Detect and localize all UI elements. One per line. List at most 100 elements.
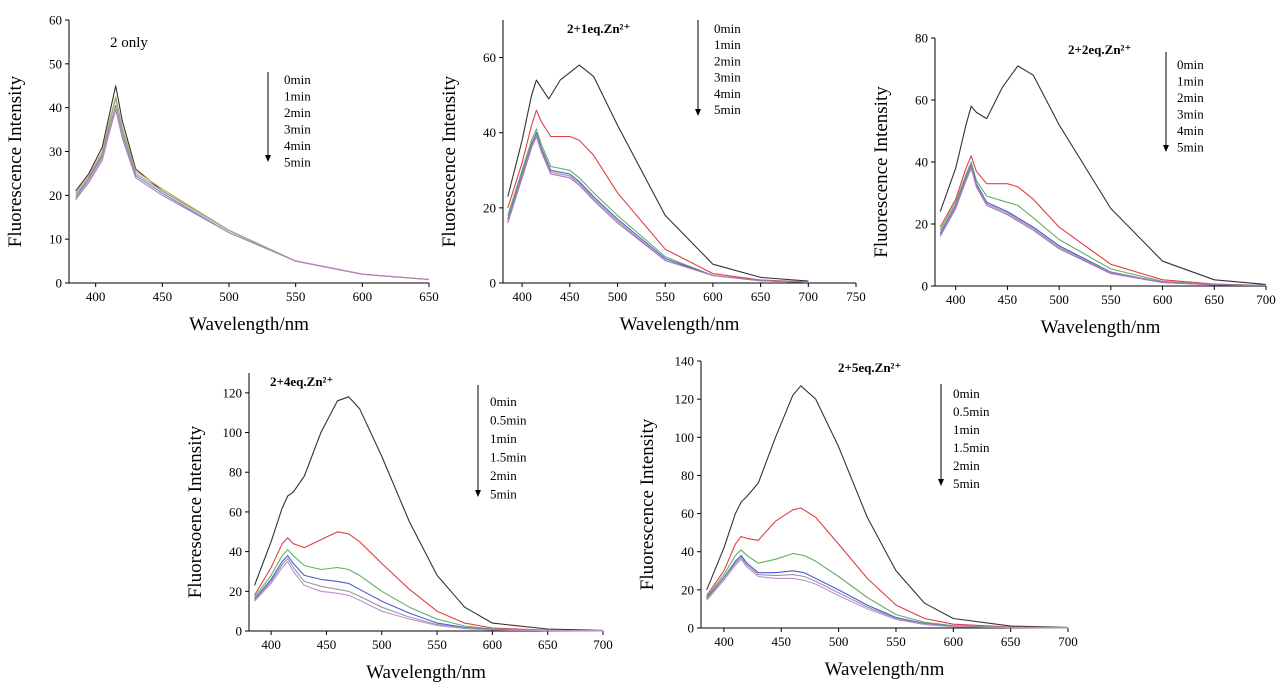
series-line-1 [706,385,1069,628]
legend-entry: 1min [714,37,741,52]
panel-annotation: 2+5eq.Zn²⁺ [838,360,901,375]
chart-panel-1: 400 450 500 550 600 650 0 10 20 30 40 50 60 Wavelengt… [5,13,439,336]
series-line-2 [75,96,430,281]
x-tick-label: 500 [829,634,849,649]
legend-arrow-head [695,109,701,116]
y-tick-label: 0 [236,624,243,639]
chart-panel-3: 400 450 500 550 600 650 700 0 20 40 60 80 Wavelength… [871,31,1276,339]
x-tick-label: 700 [1256,292,1276,307]
legend-entry: 1min [490,431,517,446]
y-axis-label: Fluorescence Intensity [637,418,658,590]
y-axis-label: Fluoresoence Intensity [185,425,206,598]
legend-entry: 3min [714,70,741,85]
series-line-5 [507,134,809,283]
y-tick-label: 60 [915,93,928,108]
legend-entry: 1.5min [953,440,990,455]
legend-entry: 0min [284,72,311,87]
x-tick-label: 750 [846,289,866,304]
series-line-6 [254,560,604,632]
x-tick-label: 600 [353,289,373,304]
y-tick-label: 0 [688,621,695,636]
panel-annotation: 2+2eq.Zn²⁺ [1068,42,1131,57]
chart-panel-2: 400 450 500 550 600 650 700 750 0 20 40 60 Wavelengt… [439,20,866,335]
legend-arrow-head [938,479,944,486]
y-tick-label: 20 [915,217,928,232]
series-line-4 [254,555,604,632]
legend-entry: 0min [714,21,741,36]
legend-entry: 1min [284,89,311,104]
x-tick-label: 700 [799,289,819,304]
y-tick-label: 60 [49,13,62,28]
x-tick-label: 600 [483,637,503,652]
chart-panel-4: 400 450 500 550 600 650 700 0 20 40 60 80 100 120 Wave… [185,373,613,683]
x-axis-label: Wavelength/nm [825,659,945,680]
x-tick-label: 650 [1001,634,1021,649]
x-tick-label: 650 [751,289,771,304]
x-tick-label: 600 [944,634,964,649]
y-tick-label: 40 [49,100,62,115]
y-tick-label: 100 [675,430,695,445]
x-tick-label: 500 [372,637,392,652]
x-tick-label: 650 [1205,292,1225,307]
x-tick-label: 650 [419,289,439,304]
series-line-3 [939,161,1267,286]
legend-entry: 5min [953,476,980,491]
legend-entry: 1min [1177,74,1204,89]
legend-entry: 5min [490,487,517,502]
series-line-2 [706,507,1069,629]
x-tick-label: 550 [655,289,675,304]
y-tick-label: 80 [229,465,242,480]
x-tick-label: 500 [1049,292,1069,307]
y-tick-label: 120 [223,385,243,400]
x-tick-label: 400 [86,289,106,304]
x-axis-label: Wavelength/nm [620,314,740,335]
series-line-1 [75,85,430,281]
series-line-3 [706,549,1069,629]
legend-entry: 0.5min [490,413,527,428]
legend-entry: 0.5min [953,404,990,419]
x-tick-label: 550 [886,634,906,649]
x-tick-label: 450 [560,289,580,304]
legend-entry: 4min [1177,123,1204,138]
y-tick-label: 60 [229,504,242,519]
x-axis-label: Wavelength/nm [366,662,486,683]
series-line-2 [939,155,1267,286]
y-tick-label: 120 [675,392,695,407]
y-axis-label: Fluorescence Intensity [871,86,892,258]
x-tick-label: 700 [1058,634,1078,649]
y-tick-label: 0 [490,276,497,291]
legend-entry: 2min [714,53,741,68]
series-line-3 [507,128,809,283]
series-line-2 [507,109,809,283]
y-tick-label: 20 [229,584,242,599]
y-tick-label: 140 [675,354,695,369]
series-line-6 [706,558,1069,629]
x-tick-label: 400 [261,637,281,652]
legend-entry: 3min [284,122,311,137]
legend-entry: 4min [714,86,741,101]
legend-entry: 5min [284,155,311,170]
y-tick-label: 0 [922,279,929,294]
legend-entry: 2min [490,468,517,483]
x-tick-label: 450 [772,634,792,649]
series-line-3 [75,98,430,281]
series-line-4 [507,132,809,283]
x-axis-label: Wavelength/nm [189,314,309,335]
panel-annotation: 2+4eq.Zn²⁺ [270,374,333,389]
y-tick-label: 20 [483,200,496,215]
y-tick-label: 40 [915,155,928,170]
series-line-6 [75,109,430,281]
y-tick-label: 100 [223,425,243,440]
x-tick-label: 650 [538,637,558,652]
y-tick-label: 10 [49,232,62,247]
legend-entry: 4min [284,138,311,153]
series-line-5 [706,556,1069,629]
y-tick-label: 20 [681,582,694,597]
legend-entry: 1min [953,422,980,437]
x-tick-label: 400 [512,289,532,304]
series-line-4 [939,164,1267,286]
y-tick-label: 30 [49,144,62,159]
y-tick-label: 20 [49,188,62,203]
